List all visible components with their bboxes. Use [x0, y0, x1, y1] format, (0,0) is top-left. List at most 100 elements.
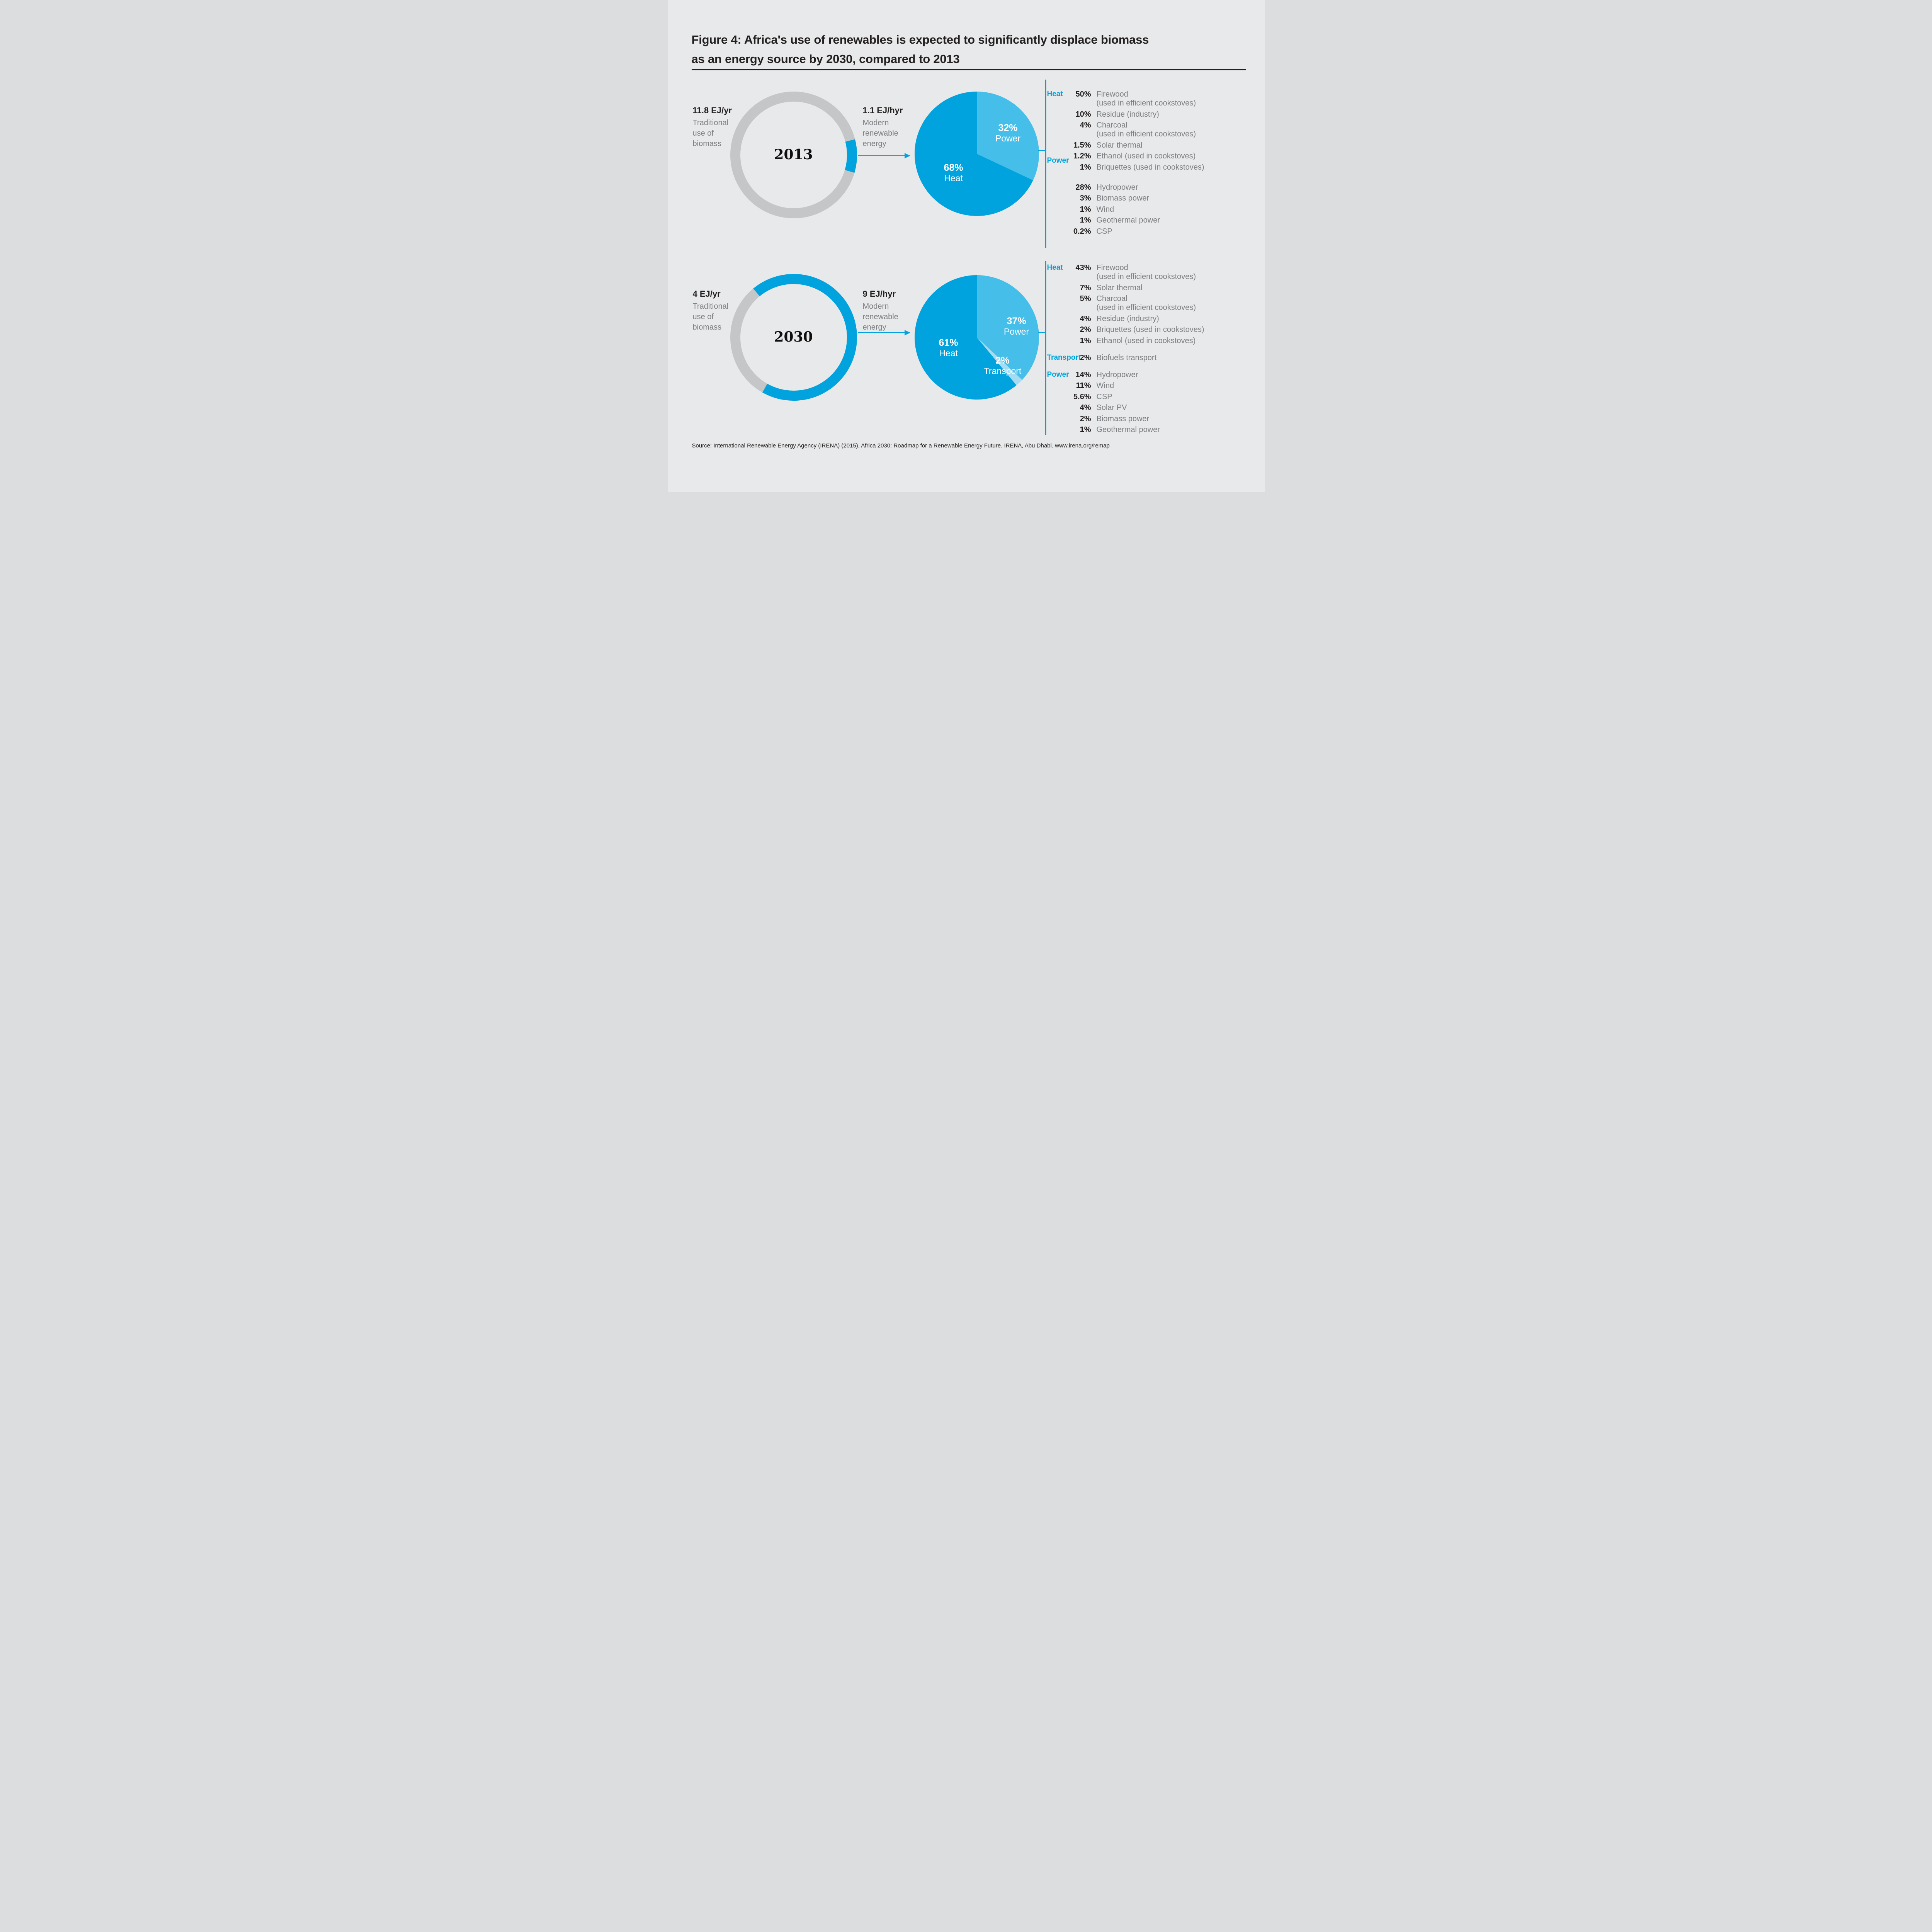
legend-label: Ethanol (used in cookstoves) [1096, 336, 1196, 345]
legend-label: Residue (industry) [1096, 314, 1159, 323]
legend-header-heat-2030: Heat [1047, 264, 1063, 272]
pie-slice-heat-2030 [914, 275, 1017, 400]
legend-row: 4% Residue (industry) [1048, 315, 1265, 324]
source-note: Source: International Renewable Energy A… [692, 442, 1110, 449]
arrow-head-2030 [904, 330, 910, 335]
slice-name: Power [1003, 327, 1029, 337]
legend-label: Biomass power [1096, 194, 1150, 202]
traditional-label-2030: Traditional use of biomass [692, 302, 729, 332]
legend-pct: 1% [1080, 336, 1091, 345]
figure-canvas: Figure 4: Africa's use of renewables is … [667, 0, 1265, 492]
traditional-label-2013: Traditional use of biomass [692, 119, 729, 148]
legend-label: Biofuels transport [1096, 353, 1157, 362]
legend-pct: 1.5% [1073, 141, 1091, 150]
slice-pct: 2% [995, 355, 1010, 366]
legend-row: 4% Charcoal [1048, 121, 1265, 130]
legend-row: 11% Wind [1048, 381, 1265, 391]
legend-label: Biomass power [1096, 414, 1150, 423]
legend-note-row: (used in efficient cookstoves) [1048, 272, 1265, 282]
slice-name: Heat [944, 173, 963, 183]
pie-slice-label-heat-2030: 61% Heat [939, 338, 958, 359]
legend-pct: 5.6% [1073, 392, 1091, 401]
legend-label: Firewood [1096, 264, 1128, 272]
legend-label: Wind [1096, 205, 1114, 214]
slice-pct: 61% [939, 337, 958, 348]
legend-2030: Heat 43% Firewood (used in efficient cookst… [1047, 0, 1265, 492]
legend-note: (used in efficient cookstoves) [1096, 303, 1196, 312]
traditional-value-2030: 4 EJ/yr [692, 289, 721, 299]
legend-pct: 4% [1080, 314, 1091, 323]
legend-row: 1% Ethanol (used in cookstoves) [1048, 337, 1265, 346]
legend-pct: 1% [1080, 425, 1091, 434]
legend-row: 0.2% CSP [1048, 227, 1265, 236]
modern-label-2030: Modern renewable energy [862, 302, 898, 332]
legend-pct: 0.2% [1073, 227, 1091, 236]
legend-row: 43% Firewood [1048, 264, 1265, 273]
legend-label: Hydropower [1096, 370, 1138, 379]
slice-pct: 68% [944, 162, 963, 173]
figure-title-line2: as an energy source by 2030, compared to… [691, 52, 960, 66]
modern-value-2013: 1.1 EJ/hyr [862, 105, 903, 115]
legend-row: 28% Hydropower [1048, 183, 1265, 192]
legend-pct: 7% [1080, 283, 1091, 292]
legend-pct: 2% [1080, 353, 1091, 362]
year-label-2013: 2013 [774, 146, 813, 163]
legend-row: 5% Charcoal [1048, 294, 1265, 304]
legend-label: Residue (industry) [1096, 110, 1159, 119]
legend-note: (used in efficient cookstoves) [1096, 130, 1196, 138]
pie-slice-label-power-2013: 32% Power [995, 123, 1020, 144]
legend-label: Wind [1096, 381, 1114, 390]
legend-row: 10% Residue (industry) [1048, 110, 1265, 119]
slice-pct: 37% [1007, 316, 1026, 327]
legend-pct: 11% [1076, 381, 1091, 390]
legend-row: 50% Firewood [1048, 90, 1265, 99]
slice-name: Heat [939, 348, 958, 358]
title-divider [691, 69, 1246, 70]
legend-row: 4% Solar PV [1048, 403, 1265, 413]
legend-row: 1% Briquettes (used in cookstoves) [1048, 163, 1265, 172]
legend-row: 3% Biomass power [1048, 194, 1265, 203]
legend-pct: 1% [1080, 163, 1091, 172]
legend-row: 1% Wind [1048, 205, 1265, 214]
slice-name: Power [995, 133, 1021, 143]
modern-value-2030: 9 EJ/hyr [862, 289, 896, 299]
legend-pct: 5% [1080, 294, 1091, 303]
legend-pct: 43% [1075, 264, 1091, 272]
legend-row: 1% Geothermal power [1048, 216, 1265, 225]
legend-row: 2% Biofuels transport [1048, 354, 1265, 363]
legend-row: 1.5% Solar thermal [1048, 141, 1265, 150]
modern-label-2013: Modern renewable energy [862, 119, 898, 148]
legend-label: Charcoal [1096, 121, 1128, 129]
legend-label: Briquettes (used in cookstoves) [1096, 163, 1204, 172]
legend-pct: 10% [1075, 110, 1091, 119]
legend-row: 2% Biomass power [1048, 415, 1265, 424]
legend-label: Hydropower [1096, 183, 1138, 192]
legend-note-row: (used in efficient cookstoves) [1048, 99, 1265, 108]
legend-header-heat-2013: Heat [1047, 90, 1063, 98]
legend-label: Briquettes (used in cookstoves) [1096, 325, 1204, 334]
legend-label: Solar thermal [1096, 283, 1143, 292]
legend-pct: 28% [1075, 183, 1091, 192]
donut-arc-modern-2013 [844, 139, 857, 173]
pie-slice-label-power-2030: 37% Power [1004, 316, 1029, 337]
legend-pct: 4% [1080, 403, 1091, 412]
legend-label: Geothermal power [1096, 216, 1160, 224]
legend-label: Solar PV [1096, 403, 1127, 412]
slice-pct: 32% [998, 122, 1018, 133]
legend-pct: 4% [1080, 121, 1091, 129]
legend-header-power-2013: Power [1047, 156, 1069, 165]
year-label-2030: 2030 [774, 329, 813, 345]
legend-label: Firewood [1096, 90, 1128, 99]
traditional-value-2013: 11.8 EJ/yr [692, 105, 732, 115]
pie-slice-heat-2013 [914, 92, 1033, 216]
arrow-head-2013 [904, 153, 910, 158]
legend-pct: 14% [1075, 370, 1091, 379]
legend-row: 2% Briquettes (used in cookstoves) [1048, 325, 1265, 335]
legend-2013: Heat 50% Firewood (used in efficient cookst… [1047, 0, 1265, 492]
legend-row: 7% Solar thermal [1048, 284, 1265, 293]
legend-label: Charcoal [1096, 294, 1128, 303]
legend-row: 5.6% CSP [1048, 393, 1265, 402]
pie-slice-label-transport-2030: 2% Transport [984, 355, 1022, 376]
legend-header-power-2030: Power [1047, 370, 1069, 379]
legend-row: 14% Hydropower [1048, 371, 1265, 380]
